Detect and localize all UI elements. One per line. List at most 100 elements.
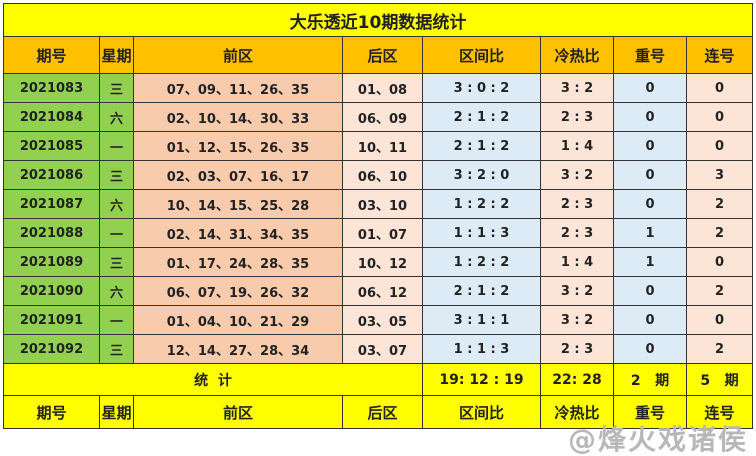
cell-front-zone: 06、07、19、26、32 [133, 276, 343, 306]
cell-front-zone: 01、17、24、28、35 [133, 247, 343, 277]
cell-hot-cold-ratio: 3 : 2 [540, 160, 614, 190]
header-issue: 期号 [3, 395, 100, 429]
cell-weekday: 一 [99, 305, 134, 335]
header-back-zone: 后区 [342, 36, 423, 74]
stats-repeat: 2 期 [613, 363, 687, 396]
cell-zone-ratio: 2 : 1 : 2 [422, 276, 541, 306]
cell-hot-cold-ratio: 2 : 3 [540, 189, 614, 219]
cell-issue: 2021087 [3, 189, 100, 219]
lottery-stats-table: 大乐透近10期数据统计 期号 星期 前区 后区 区间比 冷热比 重号 连号 2021083 三 0… [3, 3, 753, 429]
cell-back-zone: 01、08 [342, 73, 423, 103]
cell-issue: 2021086 [3, 160, 100, 190]
cell-consecutive-count: 2 [686, 334, 753, 364]
header-issue: 期号 [3, 36, 100, 74]
cell-front-zone: 01、12、15、26、35 [133, 131, 343, 161]
cell-issue: 2021090 [3, 276, 100, 306]
cell-repeat-count: 0 [613, 305, 687, 335]
cell-hot-cold-ratio: 2 : 3 [540, 102, 614, 132]
cell-weekday: 六 [99, 189, 134, 219]
stats-zone-ratio: 19: 12 : 19 [422, 363, 541, 396]
cell-hot-cold-ratio: 3 : 2 [540, 73, 614, 103]
cell-issue: 2021083 [3, 73, 100, 103]
cell-repeat-count: 0 [613, 189, 687, 219]
cell-issue: 2021084 [3, 102, 100, 132]
cell-zone-ratio: 3 : 1 : 1 [422, 305, 541, 335]
cell-back-zone: 03、05 [342, 305, 423, 335]
cell-issue: 2021092 [3, 334, 100, 364]
cell-issue: 2021091 [3, 305, 100, 335]
cell-back-zone: 03、10 [342, 189, 423, 219]
cell-weekday: 三 [99, 160, 134, 190]
cell-hot-cold-ratio: 1 : 4 [540, 131, 614, 161]
cell-repeat-count: 0 [613, 73, 687, 103]
footer-header-row: 期号 星期 前区 后区 区间比 冷热比 重号 连号 [3, 395, 753, 429]
header-front-zone: 前区 [133, 395, 343, 429]
cell-front-zone: 02、03、07、16、17 [133, 160, 343, 190]
cell-back-zone: 06、09 [342, 102, 423, 132]
cell-back-zone: 03、07 [342, 334, 423, 364]
cell-consecutive-count: 0 [686, 73, 753, 103]
cell-front-zone: 07、09、11、26、35 [133, 73, 343, 103]
cell-front-zone: 12、14、27、28、34 [133, 334, 343, 364]
cell-repeat-count: 0 [613, 160, 687, 190]
cell-repeat-count: 1 [613, 218, 687, 248]
cell-issue: 2021085 [3, 131, 100, 161]
header-hot-cold-ratio: 冷热比 [540, 395, 614, 429]
cell-back-zone: 10、11 [342, 131, 423, 161]
cell-repeat-count: 0 [613, 276, 687, 306]
cell-issue: 2021089 [3, 247, 100, 277]
cell-front-zone: 10、14、15、25、28 [133, 189, 343, 219]
stats-hot-cold: 22: 28 [540, 363, 614, 396]
cell-back-zone: 10、12 [342, 247, 423, 277]
header-hot-cold-ratio: 冷热比 [540, 36, 614, 74]
cell-front-zone: 02、14、31、34、35 [133, 218, 343, 248]
cell-back-zone: 01、07 [342, 218, 423, 248]
stats-consecutive: 5 期 [686, 363, 753, 396]
cell-hot-cold-ratio: 3 : 2 [540, 305, 614, 335]
cell-front-zone: 01、04、10、21、29 [133, 305, 343, 335]
header-zone-ratio: 区间比 [422, 36, 541, 74]
cell-repeat-count: 1 [613, 247, 687, 277]
cell-zone-ratio: 3 : 2 : 0 [422, 160, 541, 190]
header-repeat-count: 重号 [613, 36, 687, 74]
cell-weekday: 一 [99, 131, 134, 161]
cell-zone-ratio: 1 : 1 : 3 [422, 218, 541, 248]
cell-consecutive-count: 0 [686, 305, 753, 335]
cell-consecutive-count: 0 [686, 247, 753, 277]
cell-weekday: 三 [99, 334, 134, 364]
cell-hot-cold-ratio: 1 : 4 [540, 247, 614, 277]
cell-zone-ratio: 1 : 1 : 3 [422, 334, 541, 364]
cell-repeat-count: 0 [613, 102, 687, 132]
cell-repeat-count: 0 [613, 131, 687, 161]
cell-zone-ratio: 1 : 2 : 2 [422, 247, 541, 277]
cell-weekday: 三 [99, 247, 134, 277]
header-weekday: 星期 [99, 395, 134, 429]
cell-issue: 2021088 [3, 218, 100, 248]
cell-weekday: 六 [99, 276, 134, 306]
cell-consecutive-count: 2 [686, 276, 753, 306]
cell-repeat-count: 0 [613, 334, 687, 364]
cell-zone-ratio: 3 : 0 : 2 [422, 73, 541, 103]
cell-consecutive-count: 3 [686, 160, 753, 190]
cell-consecutive-count: 2 [686, 218, 753, 248]
cell-consecutive-count: 0 [686, 102, 753, 132]
header-back-zone: 后区 [342, 395, 423, 429]
header-zone-ratio: 区间比 [422, 395, 541, 429]
cell-hot-cold-ratio: 3 : 2 [540, 276, 614, 306]
cell-consecutive-count: 2 [686, 189, 753, 219]
cell-zone-ratio: 1 : 2 : 2 [422, 189, 541, 219]
header-consecutive-count: 连号 [686, 36, 753, 74]
cell-back-zone: 06、12 [342, 276, 423, 306]
cell-zone-ratio: 2 : 1 : 2 [422, 131, 541, 161]
table-title: 大乐透近10期数据统计 [3, 3, 753, 37]
cell-front-zone: 02、10、14、30、33 [133, 102, 343, 132]
stats-label: 统 计 [3, 363, 423, 396]
